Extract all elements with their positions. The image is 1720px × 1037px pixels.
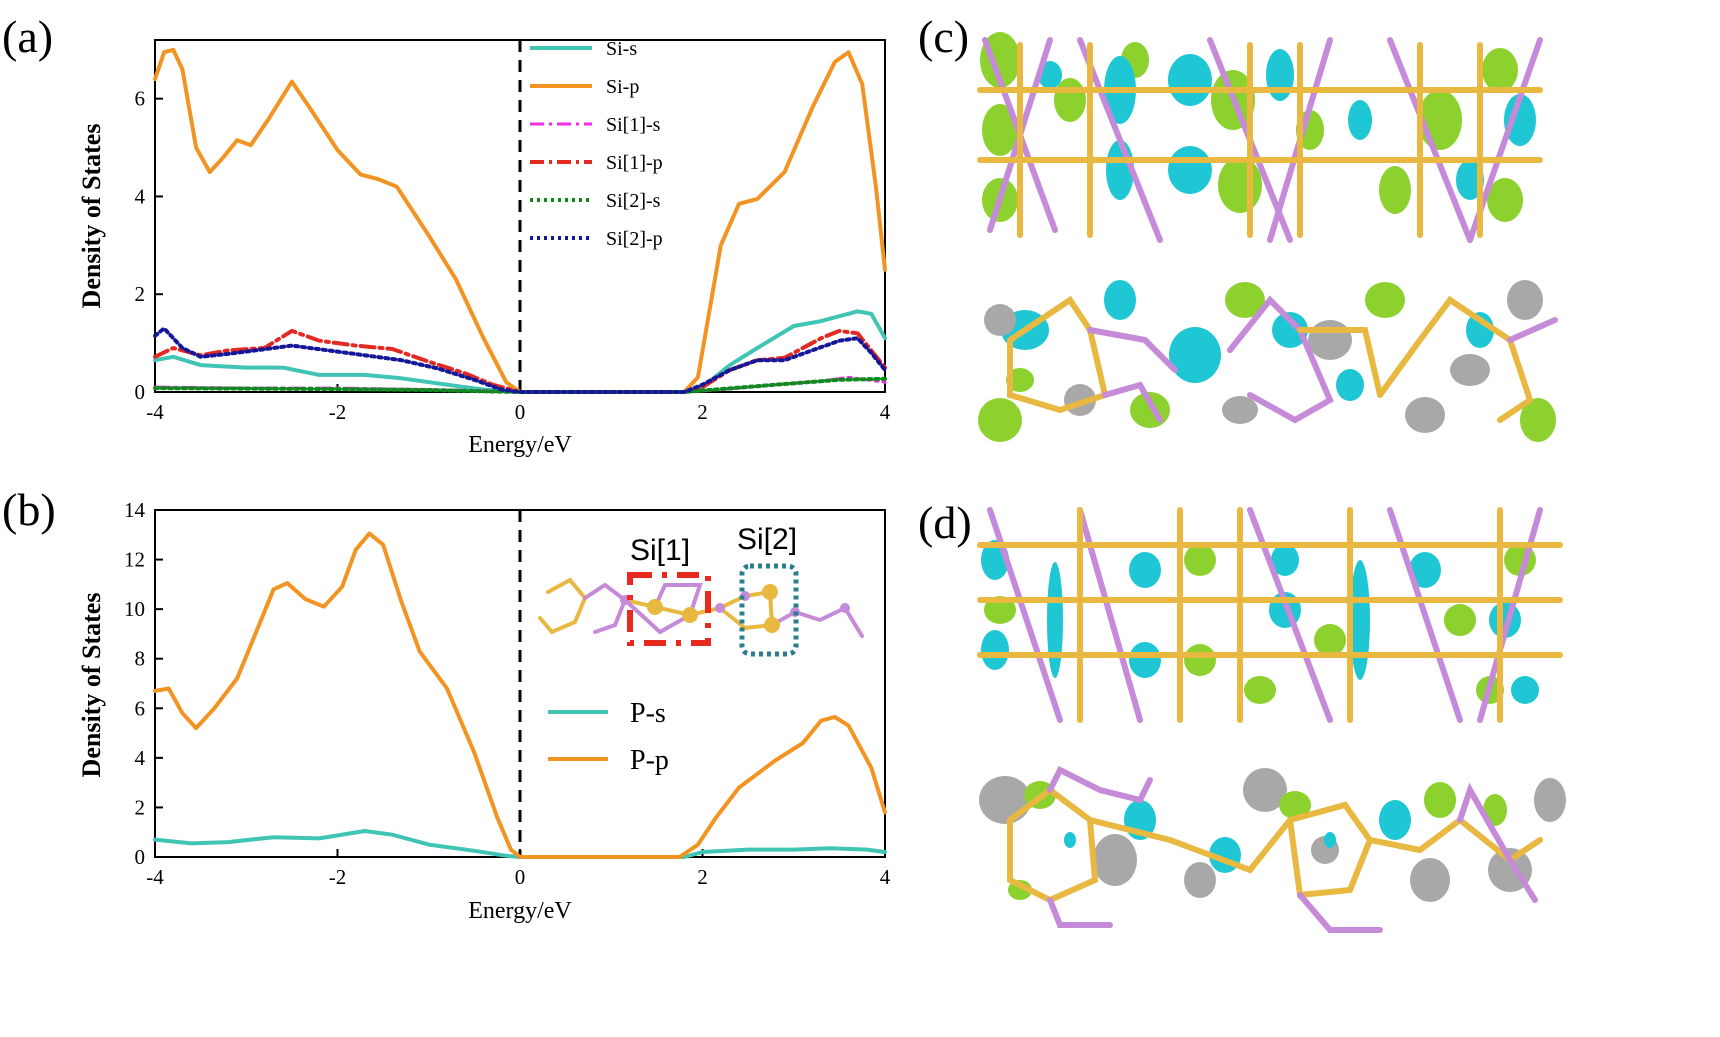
chart-a: -4 -2 0 2 4 0 2 4 6 Si-s Si-p Si[1]-s Si[1]-p Si[2]-s… xyxy=(135,38,891,424)
inset-label-si1: Si[1] xyxy=(630,534,690,567)
y-tick-label: 8 xyxy=(135,647,146,671)
y-tick-label: 6 xyxy=(135,87,146,111)
si1-highlight-box xyxy=(627,572,711,646)
y-tick-label: 0 xyxy=(135,845,146,869)
charge-density-top-view-c xyxy=(977,32,1543,243)
panel-b-label: (b) xyxy=(2,484,56,535)
legend-label: Si-p xyxy=(606,76,639,98)
x-tick-label: -2 xyxy=(329,865,347,889)
x-tick-label: 2 xyxy=(697,865,708,889)
series-line-si-2-p xyxy=(153,326,887,394)
y-axis-title-b: Density of States xyxy=(77,593,106,778)
legend-label: Si[2]-s xyxy=(606,190,661,212)
y-tick-label: 10 xyxy=(124,597,145,621)
x-axis-title-a: Energy/eV xyxy=(468,432,572,458)
charge-density-top-view-d xyxy=(977,507,1563,723)
inset-label-si2: Si[2] xyxy=(737,523,797,556)
x-tick-label: -4 xyxy=(146,400,164,424)
panel-a-label: (a) xyxy=(2,11,53,62)
x-tick-label: -2 xyxy=(329,400,347,424)
panel-b: (b) -4 -2 0 2 4 0 2 4 6 8 10 12 14 P-s P-p Density of … xyxy=(2,484,891,924)
y-tick-label: 4 xyxy=(135,184,146,208)
plot-area-b xyxy=(154,509,886,858)
structure-inset: Si[1] Si[2] xyxy=(538,523,864,657)
x-tick-label: 4 xyxy=(880,865,891,889)
y-tick-label: 14 xyxy=(124,498,146,522)
legend-label: Si[1]-s xyxy=(606,114,661,136)
y-tick-label: 4 xyxy=(135,746,146,770)
panel-d: (d) xyxy=(918,497,1566,933)
series-line-p-p xyxy=(153,531,887,859)
series-line-si-1-p xyxy=(153,328,887,394)
legend-label: Si[2]-p xyxy=(606,228,663,250)
x-tick-label: 0 xyxy=(515,865,526,889)
panel-a: (a) -4 -2 0 2 4 0 2 4 6 Si-s Si-p Si[1]-s Si[1]-p Si[… xyxy=(2,11,891,458)
charge-density-side-view-c xyxy=(978,280,1558,442)
y-tick-label: 12 xyxy=(124,548,145,572)
x-tick-label: 4 xyxy=(880,400,891,424)
series-line-si-p xyxy=(153,47,887,394)
x-tick-label: 0 xyxy=(515,400,526,424)
legend-label: P-s xyxy=(630,698,666,729)
panel-c: (c) xyxy=(918,11,1558,442)
panel-c-label: (c) xyxy=(918,11,969,62)
x-tick-label: -4 xyxy=(146,865,164,889)
charge-density-side-view-d xyxy=(979,765,1566,933)
chart-b: -4 -2 0 2 4 0 2 4 6 8 10 12 14 P-s P-p xyxy=(124,498,891,889)
y-tick-label: 2 xyxy=(135,795,146,819)
legend-label: Si-s xyxy=(606,38,637,60)
series-line-p-s xyxy=(153,829,887,859)
si2-highlight-box xyxy=(739,563,799,657)
panel-d-label: (d) xyxy=(918,497,972,548)
y-axis-title-a: Density of States xyxy=(77,124,106,309)
y-tick-label: 0 xyxy=(135,380,146,404)
legend-label: Si[1]-p xyxy=(606,152,663,174)
x-axis-title-b: Energy/eV xyxy=(468,898,572,924)
y-tick-label: 2 xyxy=(135,282,146,306)
legend-label: P-p xyxy=(630,745,669,776)
inset-molecule xyxy=(538,577,864,638)
x-tick-label: 2 xyxy=(697,400,708,424)
y-tick-label: 6 xyxy=(135,696,146,720)
